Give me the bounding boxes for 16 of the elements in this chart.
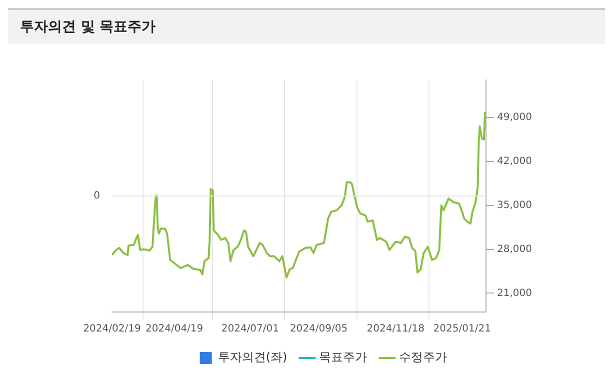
- y2-tick-label: 49,000: [497, 112, 532, 124]
- x-tick-label: 2025/01/21: [433, 324, 491, 335]
- x-tick-label: 2024/04/19: [146, 324, 204, 335]
- x-tick-label: 2024/09/05: [290, 324, 348, 335]
- x-tick-label: 2024/07/01: [221, 324, 279, 335]
- y2-tick-label: 28,000: [497, 244, 532, 255]
- y2-tick-label: 21,000: [497, 288, 532, 299]
- legend-label: 목표주가: [319, 350, 368, 364]
- x-tick-label: 2024/02/19: [83, 324, 141, 335]
- text: 0: [94, 190, 100, 202]
- legend-label: 투자의견(좌): [218, 350, 288, 364]
- chart-title: 투자의견 및 목표주가: [8, 8, 605, 44]
- x-tick-label: 2024/11/18: [366, 324, 424, 335]
- y2-tick-label: 42,000: [497, 156, 532, 168]
- legend-label: 수정주가: [399, 350, 448, 364]
- y2-tick-label: 35,000: [497, 200, 532, 211]
